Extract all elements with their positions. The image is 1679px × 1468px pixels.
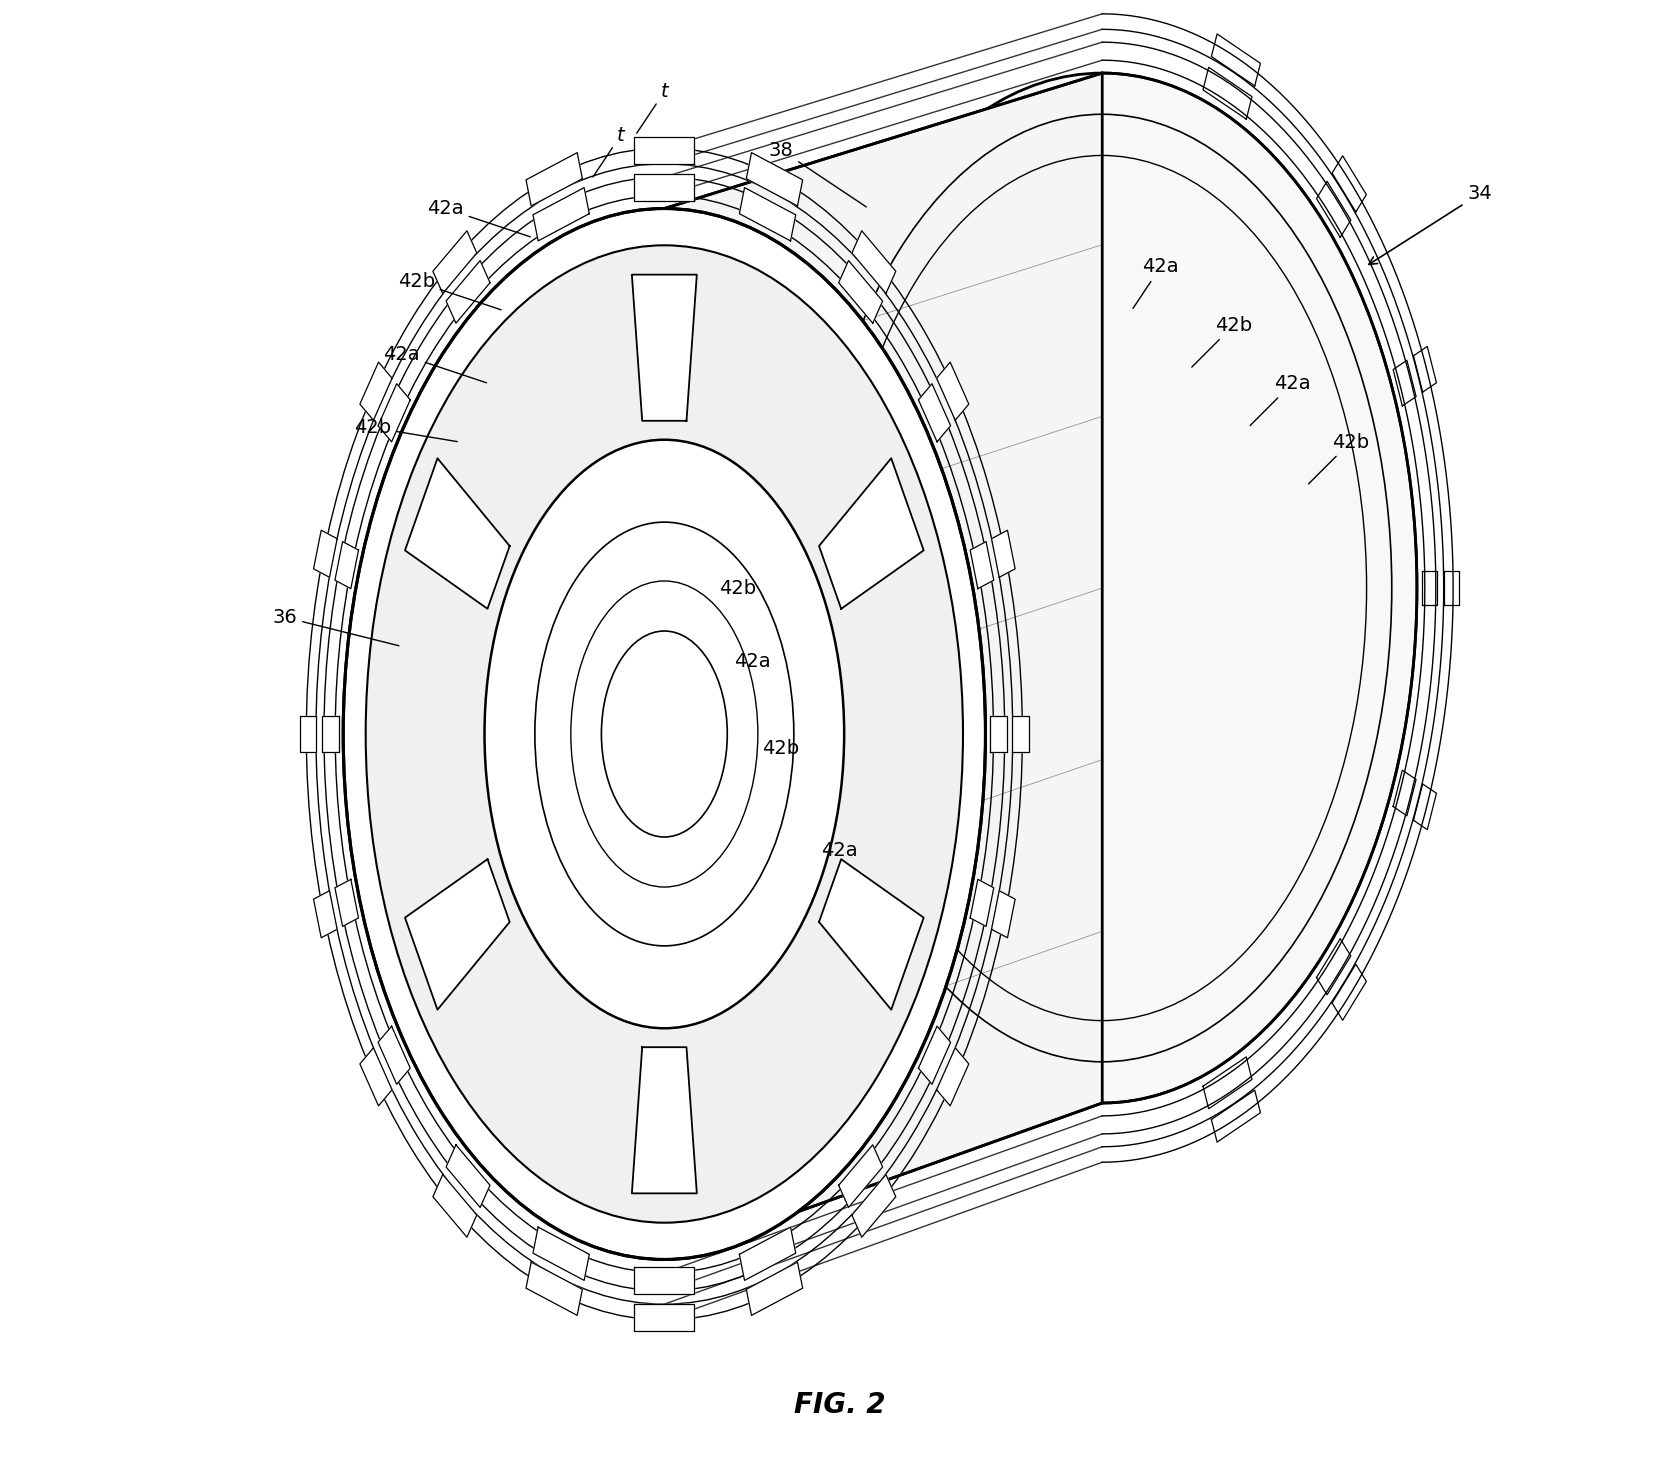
Polygon shape [851, 230, 897, 294]
Polygon shape [635, 173, 693, 201]
Polygon shape [851, 1174, 897, 1238]
Polygon shape [433, 1174, 477, 1238]
Ellipse shape [343, 208, 986, 1260]
Ellipse shape [787, 73, 1417, 1102]
Polygon shape [1414, 346, 1437, 392]
Text: 42a: 42a [1133, 257, 1179, 308]
Text: 42a: 42a [821, 841, 858, 860]
Polygon shape [745, 153, 803, 206]
Polygon shape [918, 1026, 950, 1085]
Polygon shape [359, 1048, 393, 1105]
Polygon shape [745, 1262, 803, 1315]
Polygon shape [532, 1227, 589, 1280]
Polygon shape [378, 383, 410, 442]
Polygon shape [1212, 1091, 1261, 1142]
Polygon shape [937, 1048, 969, 1105]
Polygon shape [1331, 156, 1367, 211]
Polygon shape [992, 891, 1016, 938]
Polygon shape [1331, 964, 1367, 1020]
Polygon shape [299, 716, 316, 752]
Ellipse shape [601, 631, 727, 837]
Polygon shape [405, 859, 510, 1010]
Polygon shape [433, 230, 477, 294]
Polygon shape [1012, 716, 1029, 752]
Polygon shape [1202, 68, 1253, 119]
Polygon shape [334, 879, 359, 926]
Polygon shape [447, 1145, 490, 1208]
Polygon shape [405, 458, 510, 609]
Text: 42b: 42b [762, 738, 799, 757]
Text: 42b: 42b [1192, 316, 1253, 367]
Polygon shape [937, 363, 969, 420]
Polygon shape [635, 1267, 693, 1295]
Polygon shape [665, 73, 1101, 1260]
Polygon shape [1202, 1057, 1253, 1108]
Polygon shape [840, 1145, 883, 1208]
Polygon shape [526, 1262, 583, 1315]
Text: FIG. 2: FIG. 2 [794, 1392, 885, 1420]
Polygon shape [970, 879, 994, 926]
Text: 36: 36 [272, 608, 400, 646]
Polygon shape [359, 363, 393, 420]
Text: 42a: 42a [734, 652, 771, 671]
Polygon shape [739, 1227, 796, 1280]
Polygon shape [322, 716, 339, 752]
Polygon shape [840, 260, 883, 323]
Ellipse shape [366, 245, 964, 1223]
Polygon shape [1316, 938, 1352, 995]
Text: 42b: 42b [354, 418, 457, 442]
Polygon shape [635, 1304, 693, 1331]
Text: 42a: 42a [426, 200, 531, 236]
Polygon shape [314, 891, 337, 938]
Polygon shape [631, 1047, 697, 1193]
Text: t: t [593, 126, 625, 178]
Text: t: t [636, 82, 668, 134]
Polygon shape [992, 530, 1016, 577]
Polygon shape [739, 188, 796, 241]
Polygon shape [1414, 784, 1437, 829]
Text: 42b: 42b [719, 578, 756, 597]
Polygon shape [1316, 181, 1352, 238]
Text: 42b: 42b [398, 272, 500, 310]
Polygon shape [970, 542, 994, 589]
Polygon shape [1394, 360, 1415, 407]
Polygon shape [991, 716, 1007, 752]
Polygon shape [1212, 34, 1261, 87]
Polygon shape [819, 859, 923, 1010]
Polygon shape [1422, 571, 1437, 605]
Polygon shape [1444, 571, 1459, 605]
Polygon shape [631, 275, 697, 421]
Polygon shape [1394, 771, 1415, 816]
Polygon shape [635, 137, 693, 164]
Text: 42a: 42a [1251, 374, 1310, 426]
Polygon shape [314, 530, 337, 577]
Text: 34: 34 [1368, 185, 1493, 264]
Text: 42b: 42b [1308, 433, 1368, 484]
Text: 38: 38 [769, 141, 866, 207]
Polygon shape [447, 260, 490, 323]
Polygon shape [526, 153, 583, 206]
Polygon shape [819, 458, 923, 609]
Polygon shape [918, 383, 950, 442]
Polygon shape [532, 188, 589, 241]
Polygon shape [334, 542, 359, 589]
Text: 42a: 42a [383, 345, 487, 383]
Polygon shape [378, 1026, 410, 1085]
Ellipse shape [485, 440, 845, 1028]
